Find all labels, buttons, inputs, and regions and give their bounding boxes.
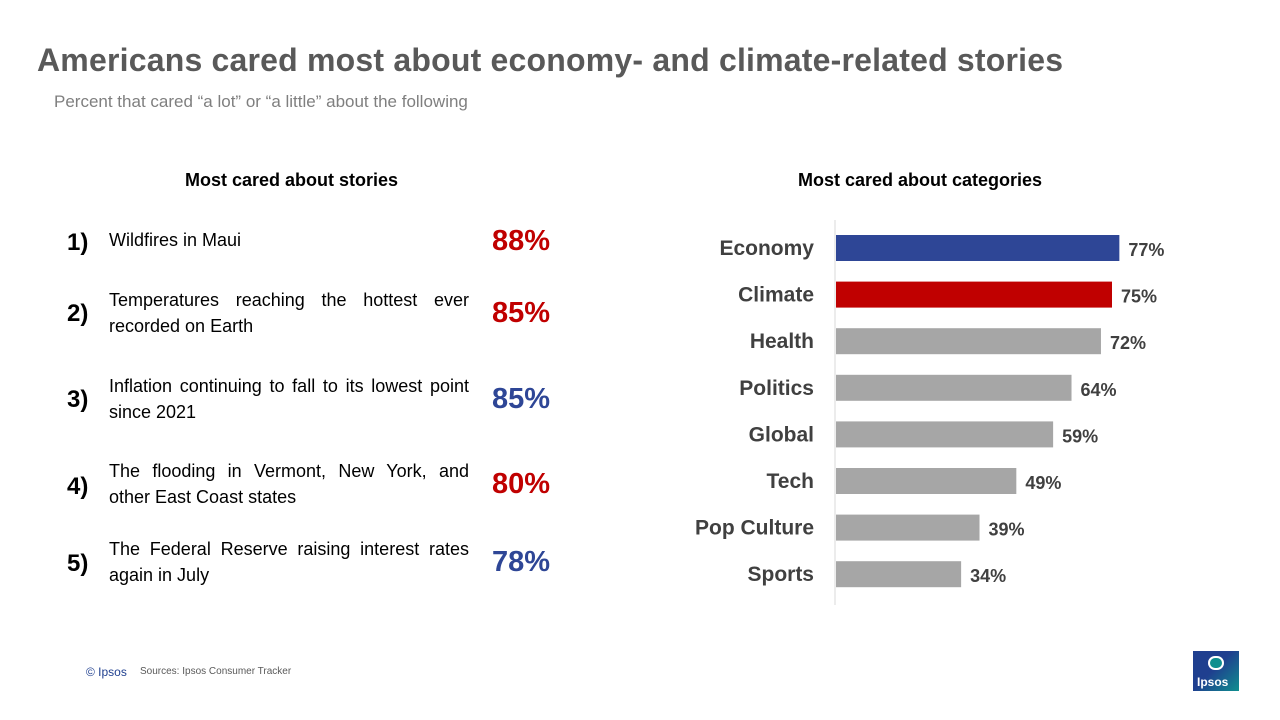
categories-heading: Most cared about categories — [798, 170, 1043, 190]
category-bar — [836, 374, 1072, 401]
category-bar — [836, 421, 1054, 448]
bar-value-label: 77% — [1128, 240, 1164, 260]
sources-text: Sources: Ipsos Consumer Tracker — [140, 666, 292, 677]
category-bar — [836, 561, 962, 588]
bar-value-label: 34% — [970, 566, 1006, 586]
story-item-5: 5) The Federal Reserve raising interest … — [0, 536, 600, 596]
bar-value-label: 49% — [1025, 473, 1061, 493]
category-label: Health — [750, 330, 814, 353]
category-label: Tech — [767, 470, 814, 493]
bar-value-label: 72% — [1110, 333, 1146, 353]
category-label: Climate — [738, 284, 814, 307]
story-text: Temperatures reaching the hottest ever r… — [109, 290, 469, 336]
categories-bar-chart: Economy 77% Climate 75% Health 72% Politics 64%… — [695, 220, 1164, 605]
story-rank: 3) — [67, 386, 89, 413]
ipsos-logo: Ipsos — [1193, 651, 1239, 691]
logo-mark-icon — [1208, 656, 1224, 670]
category-bar — [836, 514, 980, 541]
bar-value-label: 39% — [989, 520, 1025, 540]
story-percent: 85% — [492, 297, 551, 329]
story-text: The flooding in Vermont, New York, and o… — [109, 461, 469, 507]
page-subtitle: Percent that cared “a lot” or “a little”… — [54, 92, 468, 111]
story-item-3: 3) Inflation continuing to fall to its l… — [0, 373, 600, 433]
story-percent: 80% — [492, 468, 551, 500]
story-rank: 5) — [67, 550, 89, 577]
category-label: Economy — [719, 237, 814, 260]
category-label: Pop Culture — [695, 517, 814, 540]
story-text: Inflation continuing to fall to its lowe… — [109, 376, 469, 422]
copyright-text: © Ipsos — [86, 665, 127, 679]
story-text: Wildfires in Maui — [109, 230, 242, 250]
story-item-2: 2) Temperatures reaching the hottest eve… — [0, 287, 600, 347]
category-bar — [836, 468, 1017, 494]
story-percent: 78% — [492, 546, 551, 578]
story-item-4: 4) The flooding in Vermont, New York, an… — [0, 458, 600, 518]
story-rank: 4) — [67, 473, 89, 500]
story-rank: 2) — [67, 300, 89, 327]
category-label: Sports — [747, 563, 814, 586]
category-label: Politics — [739, 377, 814, 400]
bar-value-label: 59% — [1062, 426, 1098, 446]
story-percent: 85% — [492, 383, 551, 415]
story-item-1: 1) Wildfires in Maui 88% — [0, 225, 600, 285]
bar-value-label: 75% — [1121, 287, 1157, 307]
logo-wordmark: Ipsos — [1197, 675, 1229, 689]
story-percent: 88% — [492, 225, 551, 257]
stories-heading: Most cared about stories — [185, 170, 399, 190]
story-rank: 1) — [67, 229, 89, 256]
page-title: Americans cared most about economy- and … — [37, 42, 1064, 78]
category-bar — [836, 235, 1120, 261]
category-label: Global — [749, 423, 814, 446]
category-bar — [836, 328, 1101, 355]
story-text: The Federal Reserve raising interest rat… — [109, 539, 469, 585]
bar-value-label: 64% — [1081, 380, 1117, 400]
category-bar — [836, 281, 1112, 308]
